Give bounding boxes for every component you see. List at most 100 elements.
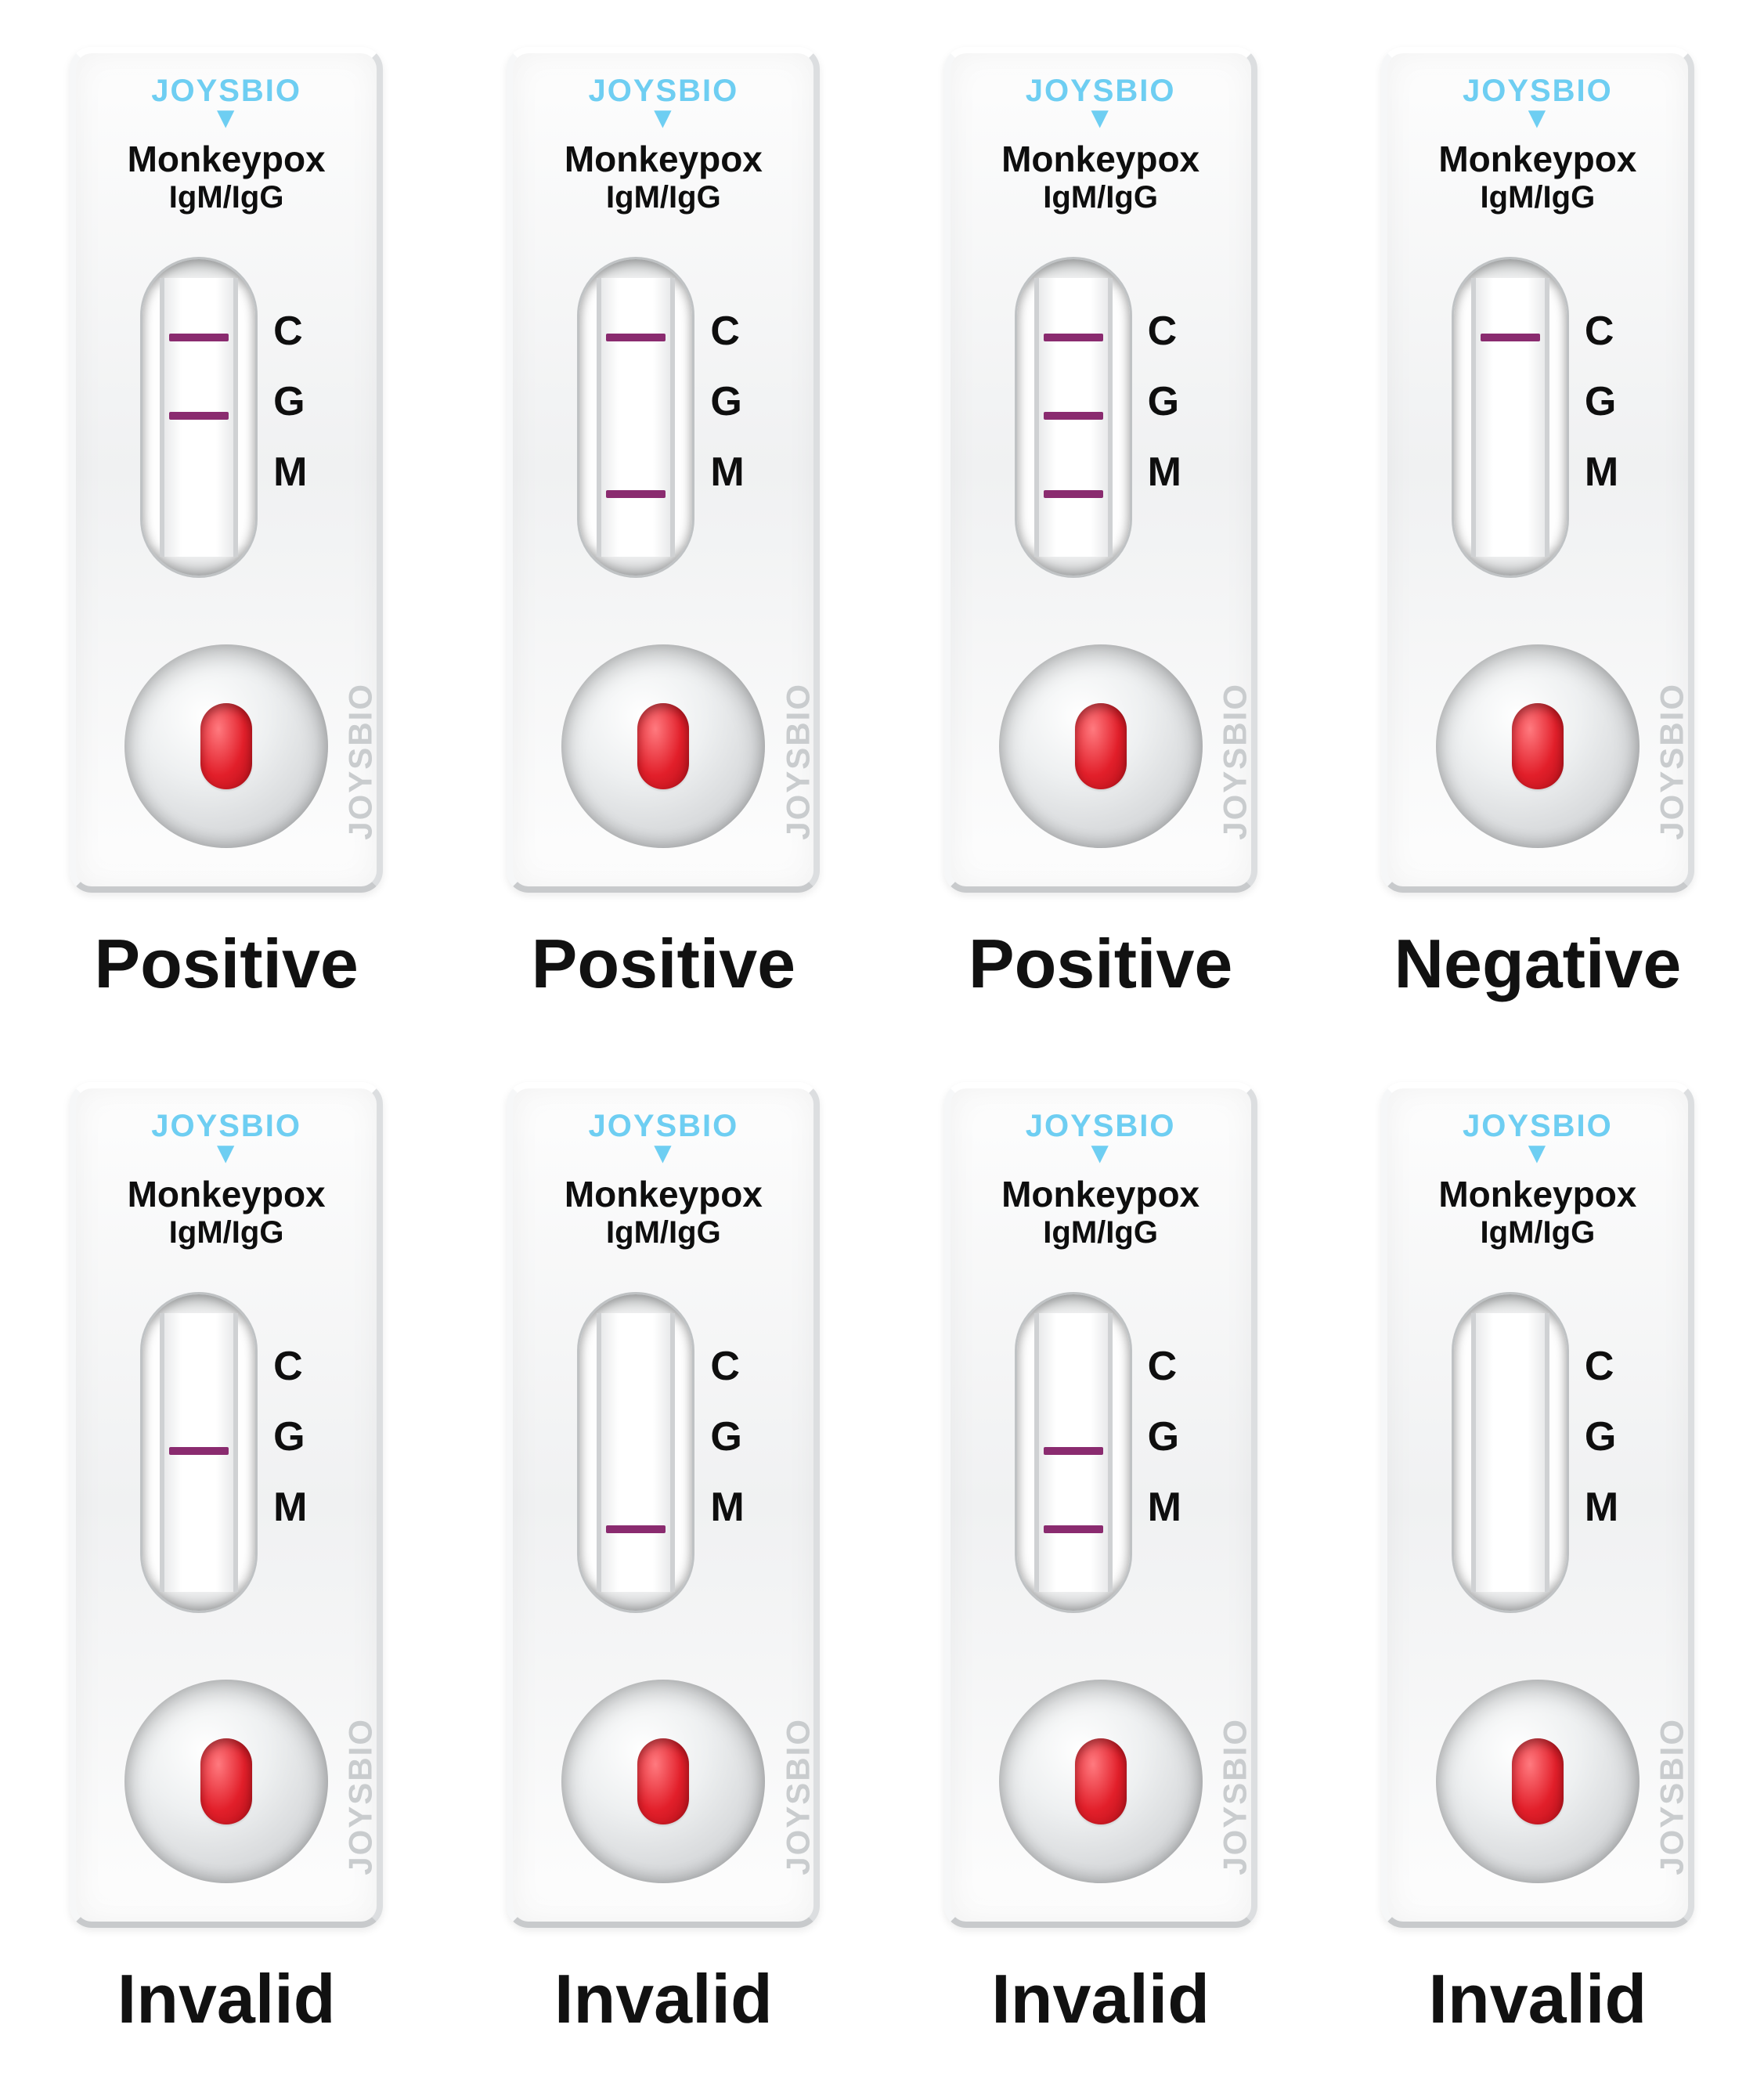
result-window [1452, 1292, 1569, 1613]
result-line-g [1044, 412, 1103, 420]
result-window [140, 1292, 258, 1613]
test-cassette: JOYSBIO▼MonkeypoxIgM/IgGCGMJOYSBIO [507, 1082, 820, 1928]
marker-label-g: G [710, 378, 744, 425]
result-cell: JOYSBIO▼MonkeypoxIgM/IgGCGMJOYSBIOInvali… [507, 1082, 820, 2039]
result-window [1015, 257, 1132, 578]
test-title: Monkeypox [128, 1173, 326, 1215]
test-subtitle: IgM/IgG [1001, 1215, 1199, 1251]
blood-drop-icon [200, 1738, 252, 1824]
test-strip [1034, 278, 1113, 557]
result-line-c [169, 334, 229, 341]
test-subtitle: IgM/IgG [1438, 180, 1636, 215]
result-line-g [169, 412, 229, 420]
blood-drop-icon [1075, 1738, 1127, 1824]
marker-column: CGM [1585, 1288, 1618, 1617]
marker-label-c: C [1148, 308, 1181, 355]
marker-label-m: M [1585, 449, 1618, 496]
test-strip [160, 278, 238, 557]
brand-icon: ▼ [151, 1139, 301, 1168]
test-strip [1034, 1313, 1113, 1592]
side-brand-text: JOYSBIO [779, 683, 817, 840]
result-line-g [169, 1447, 229, 1455]
blood-drop-icon [200, 703, 252, 789]
result-line-m [1044, 1525, 1103, 1533]
test-title: Monkeypox [565, 1173, 763, 1215]
result-window-area: CGM [546, 1288, 781, 1617]
marker-column: CGM [1585, 253, 1618, 582]
brand-icon: ▼ [1463, 103, 1613, 133]
result-line-c [1044, 334, 1103, 341]
sample-well [999, 644, 1203, 848]
test-strip [1471, 278, 1549, 557]
test-title-block: MonkeypoxIgM/IgG [1001, 138, 1199, 215]
sample-well [124, 1680, 328, 1883]
marker-label-g: G [710, 1413, 744, 1460]
marker-column: CGM [1148, 1288, 1181, 1617]
marker-label-g: G [1585, 1413, 1618, 1460]
test-title-block: MonkeypoxIgM/IgG [128, 1173, 326, 1251]
side-brand-text: JOYSBIO [779, 1718, 817, 1875]
brand-logo: JOYSBIO▼ [588, 1110, 738, 1168]
marker-label-c: C [1585, 1343, 1618, 1390]
result-label: Positive [94, 924, 358, 1004]
marker-label-c: C [710, 308, 744, 355]
marker-label-g: G [273, 378, 307, 425]
test-title: Monkeypox [1438, 1173, 1636, 1215]
side-brand-text: JOYSBIO [342, 1718, 380, 1875]
brand-logo: JOYSBIO▼ [151, 75, 301, 133]
result-window-area: CGM [1420, 1288, 1655, 1617]
test-cassette: JOYSBIO▼MonkeypoxIgM/IgGCGMJOYSBIO [944, 1082, 1257, 1928]
sample-well [124, 644, 328, 848]
blood-drop-icon [637, 703, 689, 789]
side-brand-text: JOYSBIO [1654, 1718, 1691, 1875]
test-cassette: JOYSBIO▼MonkeypoxIgM/IgGCGMJOYSBIO [1381, 1082, 1694, 1928]
marker-label-c: C [1585, 308, 1618, 355]
sample-well [561, 1680, 765, 1883]
test-subtitle: IgM/IgG [1438, 1215, 1636, 1251]
result-line-g [1044, 1447, 1103, 1455]
result-window [140, 257, 258, 578]
side-brand-text: JOYSBIO [1654, 683, 1691, 840]
marker-label-m: M [1148, 449, 1181, 496]
results-grid: JOYSBIO▼MonkeypoxIgM/IgGCGMJOYSBIOPositi… [31, 47, 1733, 2039]
brand-logo: JOYSBIO▼ [1026, 1110, 1176, 1168]
brand-icon: ▼ [151, 103, 301, 133]
marker-column: CGM [273, 1288, 307, 1617]
result-label: Invalid [1429, 1959, 1647, 2039]
result-cell: JOYSBIO▼MonkeypoxIgM/IgGCGMJOYSBIOInvali… [944, 1082, 1257, 2039]
result-window [1015, 1292, 1132, 1613]
test-cassette: JOYSBIO▼MonkeypoxIgM/IgGCGMJOYSBIO [944, 47, 1257, 893]
result-label: Invalid [991, 1959, 1210, 2039]
result-line-c [1481, 334, 1540, 341]
test-title: Monkeypox [128, 138, 326, 180]
marker-label-m: M [273, 449, 307, 496]
brand-logo: JOYSBIO▼ [1026, 75, 1176, 133]
result-line-m [606, 1525, 666, 1533]
marker-label-c: C [1148, 1343, 1181, 1390]
test-title-block: MonkeypoxIgM/IgG [1001, 1173, 1199, 1251]
test-title-block: MonkeypoxIgM/IgG [1438, 1173, 1636, 1251]
result-window [577, 257, 694, 578]
brand-logo: JOYSBIO▼ [1463, 75, 1613, 133]
test-strip [597, 278, 675, 557]
sample-well [999, 1680, 1203, 1883]
result-label: Invalid [117, 1959, 336, 2039]
result-label: Negative [1394, 924, 1681, 1004]
test-cassette: JOYSBIO▼MonkeypoxIgM/IgGCGMJOYSBIO [70, 1082, 383, 1928]
result-window-area: CGM [109, 253, 344, 582]
test-subtitle: IgM/IgG [565, 180, 763, 215]
test-cassette: JOYSBIO▼MonkeypoxIgM/IgGCGMJOYSBIO [70, 47, 383, 893]
marker-label-c: C [273, 308, 307, 355]
result-cell: JOYSBIO▼MonkeypoxIgM/IgGCGMJOYSBIONegati… [1381, 47, 1694, 1004]
test-strip [1471, 1313, 1549, 1592]
brand-logo: JOYSBIO▼ [1463, 1110, 1613, 1168]
blood-drop-icon [1075, 703, 1127, 789]
result-line-m [1044, 490, 1103, 498]
side-brand-text: JOYSBIO [342, 683, 380, 840]
blood-drop-icon [1512, 1738, 1564, 1824]
marker-label-g: G [273, 1413, 307, 1460]
test-title: Monkeypox [1001, 138, 1199, 180]
test-strip [160, 1313, 238, 1592]
marker-label-m: M [1585, 1484, 1618, 1531]
marker-column: CGM [1148, 253, 1181, 582]
